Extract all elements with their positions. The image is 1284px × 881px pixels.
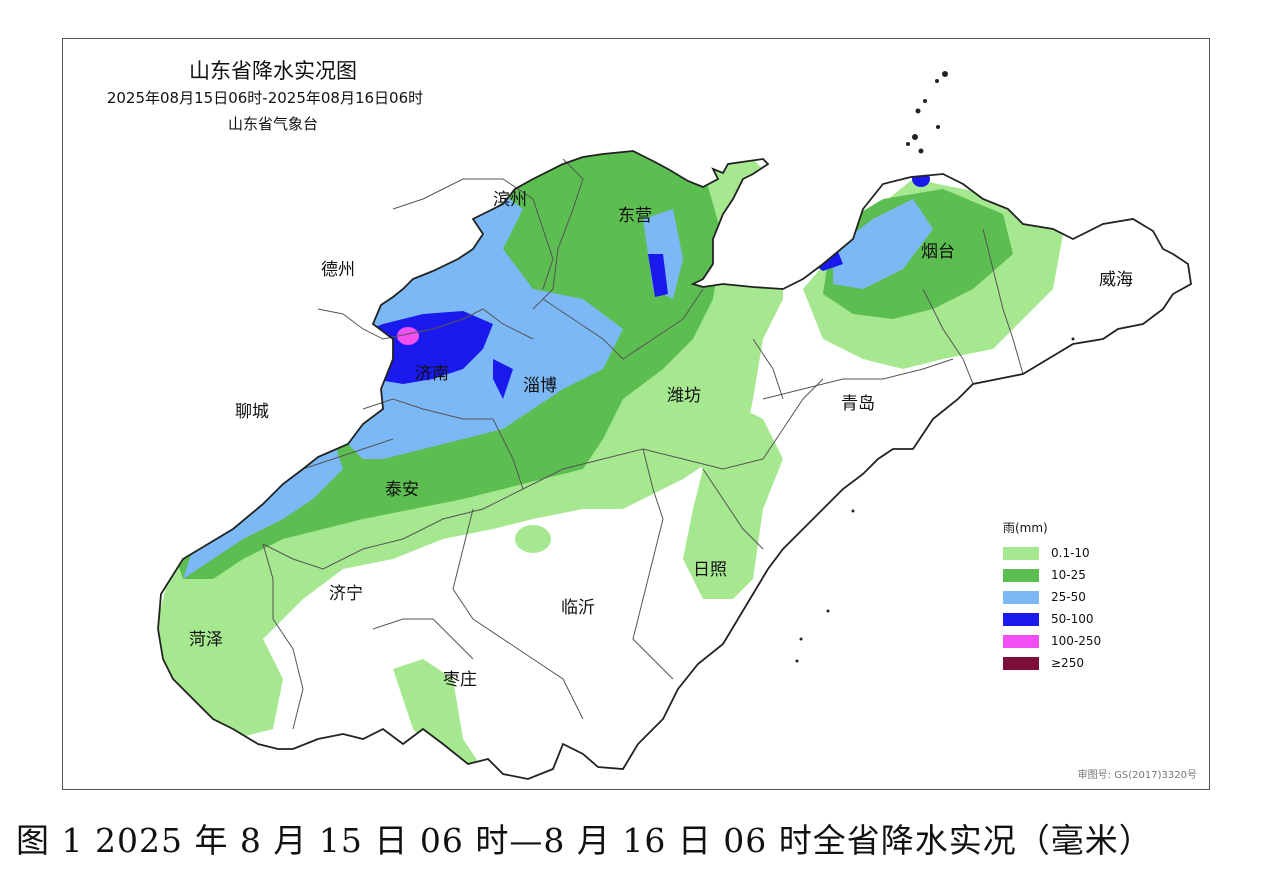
rain-spot-50-100-penglai <box>912 171 930 187</box>
legend-swatch <box>1003 546 1039 560</box>
rain-spot-linyi <box>515 525 551 553</box>
city-label-yantai: 烟台 <box>921 242 955 262</box>
map-approval-number: 审图号: GS(2017)3320号 <box>1077 770 1197 781</box>
legend-item: 100-250 <box>1003 630 1101 652</box>
rainfall-map <box>157 71 1192 780</box>
map-period: 2025年08月15日06时-2025年08月16日06时 <box>106 89 424 107</box>
legend-label: 50-100 <box>1051 612 1094 626</box>
legend-swatch <box>1003 612 1039 626</box>
legend-swatch <box>1003 568 1039 582</box>
legend-title: 雨(mm) <box>1003 521 1048 535</box>
map-frame: 山东省降水实况图 2025年08月15日06时-2025年08月16日06时 山… <box>62 38 1210 790</box>
figure-caption: 图 1 2025 年 8 月 15 日 06 时—8 月 16 日 06 时全省… <box>16 821 1153 860</box>
legend-item: 50-100 <box>1003 608 1101 630</box>
rain-band-50-100-dongying <box>648 254 668 297</box>
legend-label: 10-25 <box>1051 568 1086 582</box>
city-label-heze: 菏泽 <box>189 630 223 650</box>
legend-label: 0.1-10 <box>1051 546 1090 560</box>
rain-band-25-50-southwest <box>183 439 343 579</box>
map-source: 山东省气象台 <box>227 115 318 133</box>
rain-band-0.1-10-south <box>393 659 483 769</box>
city-label-jining: 济宁 <box>329 584 363 604</box>
legend: 雨(mm) 0.1-10 10-25 25-50 50-100 100-250 … <box>1003 519 1101 674</box>
map-title: 山东省降水实况图 <box>189 59 357 83</box>
city-label-weifang: 潍坊 <box>667 386 701 406</box>
city-label-dezhou: 德州 <box>321 260 355 280</box>
legend-swatch <box>1003 634 1039 648</box>
city-label-jinan: 济南 <box>415 364 449 384</box>
legend-label: ≥250 <box>1051 656 1084 670</box>
legend-item: ≥250 <box>1003 652 1101 674</box>
rain-spot-100-250-jinan <box>397 327 419 345</box>
city-label-zaozhuang: 枣庄 <box>443 670 477 690</box>
city-label-liaocheng: 聊城 <box>235 402 269 422</box>
city-boundaries <box>262 158 1024 730</box>
city-label-linyi: 临沂 <box>561 598 595 618</box>
legend-item: 0.1-10 <box>1003 542 1101 564</box>
islands <box>795 71 1075 663</box>
city-label-binzhou: 滨州 <box>493 190 527 210</box>
legend-label: 100-250 <box>1051 634 1102 648</box>
legend-item: 25-50 <box>1003 586 1101 608</box>
city-label-taian: 泰安 <box>385 480 419 500</box>
legend-swatch <box>1003 656 1039 670</box>
city-label-zibo: 淄博 <box>523 376 557 396</box>
city-label-dongying: 东营 <box>618 206 652 226</box>
city-label-weihai: 威海 <box>1099 270 1133 290</box>
legend-label: 25-50 <box>1051 590 1086 604</box>
rain-spot-100-250-yantai <box>796 245 814 257</box>
city-label-rizhao: 日照 <box>693 560 727 580</box>
city-label-qingdao: 青岛 <box>841 394 875 414</box>
legend-swatch <box>1003 590 1039 604</box>
rain-band-50-100-zibo <box>493 359 513 399</box>
province-outline <box>157 150 1192 780</box>
rain-band-25-50-yantai <box>833 199 933 289</box>
legend-item: 10-25 <box>1003 564 1101 586</box>
